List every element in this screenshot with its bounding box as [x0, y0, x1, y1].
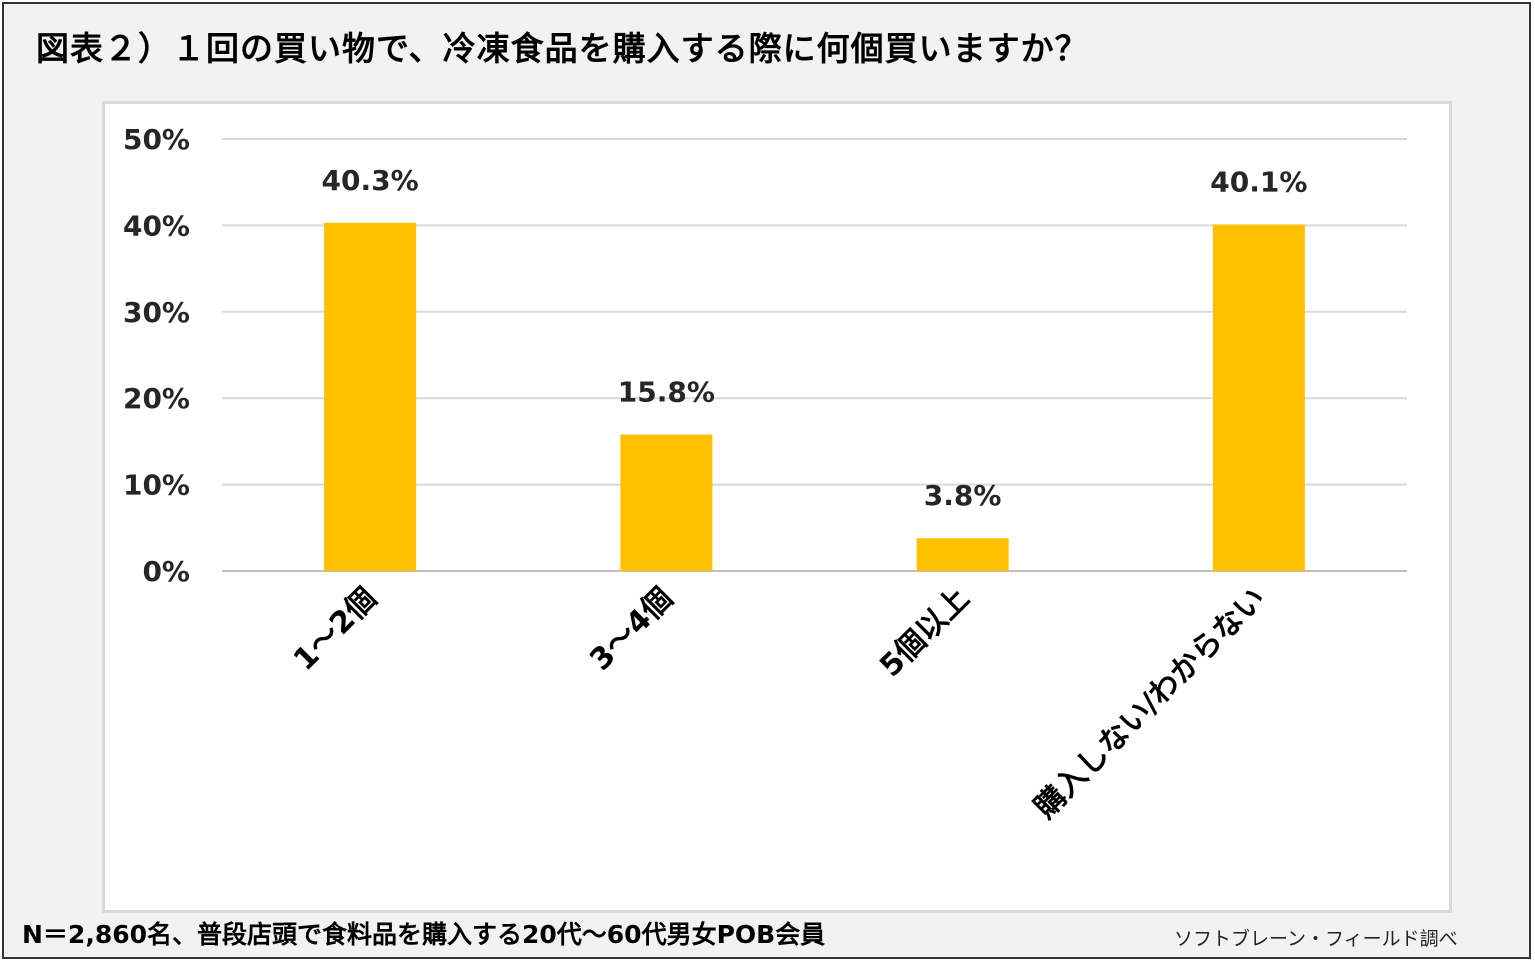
- data-label: 3.8%: [924, 479, 1002, 512]
- data-label: 40.1%: [1210, 166, 1307, 199]
- x-tick-label: 5個以上: [873, 581, 976, 684]
- chart-title: 図表２）１回の買い物で、冷凍食品を購入する際に何個買いますか？: [36, 29, 1089, 68]
- x-tick-label: 1〜2個: [287, 581, 384, 678]
- sample-note: N＝2,860名、普段店頭で食料品を購入する20代〜60代男女POB会員: [22, 920, 826, 949]
- y-tick-label: 0%: [142, 555, 190, 588]
- y-tick-label: 10%: [123, 469, 190, 502]
- y-tick-label: 50%: [123, 123, 190, 156]
- y-tick-label: 20%: [123, 382, 190, 415]
- x-tick-label: 3〜4個: [583, 581, 680, 678]
- bar: [1212, 224, 1305, 571]
- data-label: 15.8%: [618, 375, 715, 408]
- data-label: 40.3%: [322, 164, 419, 197]
- bar: [916, 538, 1009, 571]
- y-tick-label: 40%: [123, 209, 190, 242]
- source-credit: ソフトブレーン・フィールド調べ: [1174, 928, 1458, 950]
- y-tick-label: 30%: [123, 296, 190, 329]
- bar: [620, 434, 713, 571]
- x-tick-label: 購入しない/わからない: [1028, 581, 1273, 826]
- bar: [324, 222, 417, 572]
